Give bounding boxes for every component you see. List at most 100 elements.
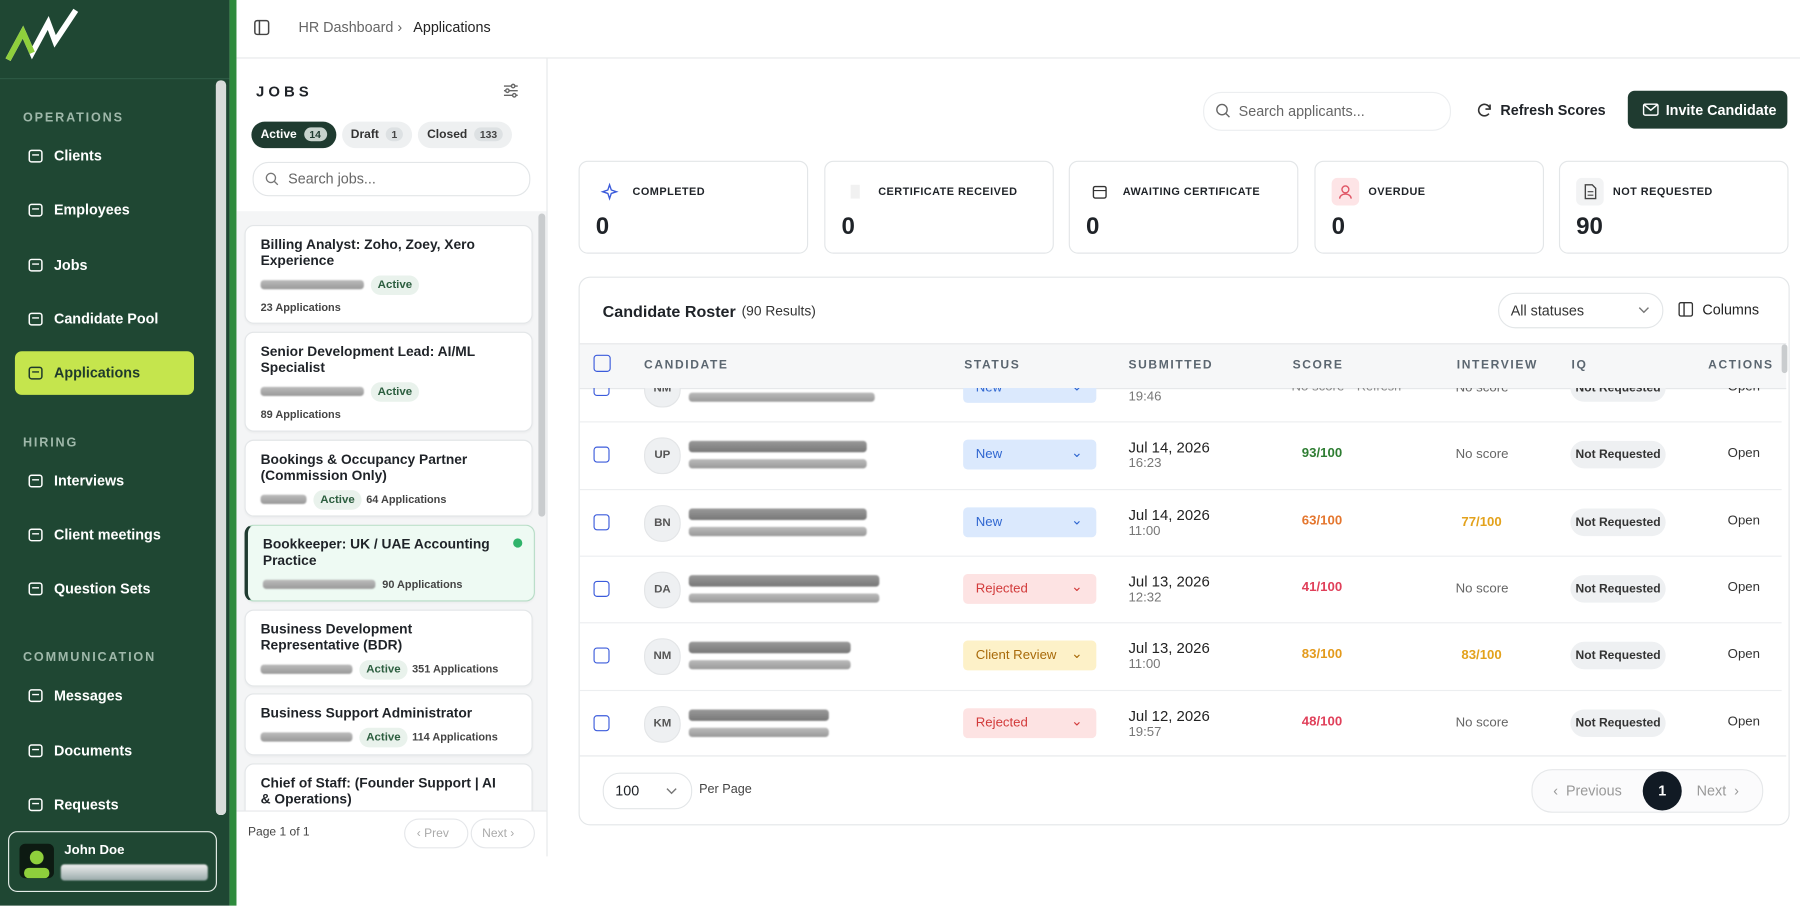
prev-button[interactable]: ‹ Prev: [404, 818, 469, 849]
invite-button[interactable]: Invite Candidate: [1627, 90, 1788, 129]
job-card[interactable]: Chief of Staff: (Founder Support | AI & …: [244, 763, 533, 811]
stat-icon: [596, 178, 624, 206]
open-action[interactable]: Open: [1728, 388, 1760, 394]
chevron: ⌄: [1071, 511, 1083, 528]
job-card[interactable]: Business Development Representative (BDR…: [244, 609, 533, 687]
stat-label: OVERDUE: [1368, 185, 1426, 199]
status-filter[interactable]: All statuses: [1498, 292, 1664, 329]
open-action[interactable]: Open: [1727, 647, 1760, 662]
status: Rejected: [975, 715, 1028, 730]
stat-card: AWAITING CERTIFICATE 0: [1068, 160, 1299, 254]
status-select[interactable]: New ⌄: [963, 506, 1097, 537]
status: New: [975, 448, 1003, 462]
job-list: Billing Analyst: Zoho, Zoey, Xero Experi…: [236, 211, 538, 811]
job-card[interactable]: Bookings & Occupancy Partner (Commission…: [244, 439, 533, 517]
user-card[interactable]: John Doe: [8, 831, 217, 892]
score: 83/100: [1301, 647, 1343, 662]
redacted-email: [688, 459, 867, 469]
status-select[interactable]: New ⌄: [963, 388, 1097, 403]
job-title: Bookkeeper: UK / UAE Accounting Practice: [262, 536, 490, 569]
row-checkbox[interactable]: [593, 388, 610, 397]
label: Invite Candidate: [1665, 102, 1777, 119]
job-card[interactable]: Billing Analyst: Zoho, Zoey, Xero Experi…: [244, 225, 533, 324]
nav-item[interactable]: Interviews: [15, 459, 194, 503]
label: Columns: [1702, 301, 1760, 318]
table-header: [579, 343, 1787, 390]
tab-count: 1: [385, 127, 404, 142]
label: Prev: [424, 826, 449, 841]
nav-item[interactable]: Documents: [15, 729, 194, 773]
applicant-search[interactable]: Search applicants...: [1203, 91, 1452, 131]
crumb[interactable]: HR Dashboard: [298, 19, 394, 36]
select-all[interactable]: [593, 354, 611, 372]
columns-button[interactable]: Columns: [1678, 293, 1770, 326]
nav-item[interactable]: Employees: [15, 189, 194, 233]
status-select[interactable]: Client Review ⌄: [963, 640, 1097, 671]
submitted-time: 16:23: [1128, 457, 1162, 472]
status-select[interactable]: Rejected ⌄: [963, 707, 1097, 738]
icon: [28, 366, 43, 380]
interview: No score: [1455, 715, 1509, 730]
job-card[interactable]: Senior Development Lead: AI/ML Specialis…: [244, 331, 533, 432]
status-select[interactable]: Rejected ⌄: [963, 573, 1097, 604]
row-checkbox[interactable]: [593, 580, 610, 597]
sidebar-toggle[interactable]: [254, 19, 270, 36]
nav-label: Client meetings: [53, 526, 161, 543]
status: New: [975, 388, 1003, 395]
logo: [5, 8, 79, 62]
tab[interactable]: Closed 133: [417, 121, 513, 149]
section-label: HIRING: [22, 435, 79, 450]
open-action[interactable]: Open: [1727, 580, 1760, 595]
job-search[interactable]: Search jobs...: [252, 161, 531, 197]
nav-item[interactable]: Candidate Pool: [15, 297, 194, 341]
tab[interactable]: Active 14: [251, 121, 336, 149]
interview: No score: [1455, 581, 1509, 596]
next-button[interactable]: Next ›: [1696, 782, 1739, 799]
job-title: Business Development Representative (BDR…: [260, 621, 413, 654]
nav-item[interactable]: Jobs: [15, 243, 194, 287]
nav-label: Requests: [53, 796, 119, 813]
scrollbar: [215, 80, 227, 816]
nav-item[interactable]: Client meetings: [15, 513, 194, 557]
nav-item[interactable]: Clients: [15, 134, 194, 178]
nav-item[interactable]: Requests: [15, 783, 194, 827]
page-button[interactable]: 1: [1642, 771, 1682, 811]
nav-item[interactable]: Applications: [14, 351, 195, 396]
row-checkbox[interactable]: [593, 513, 610, 530]
stat-card: NOT REQUESTED 90: [1558, 160, 1789, 254]
job-status: Active: [359, 660, 408, 680]
row-checkbox[interactable]: [593, 647, 610, 664]
open-action[interactable]: Open: [1727, 714, 1760, 729]
chevron: ⌄: [1071, 712, 1083, 729]
nav-item[interactable]: Messages: [15, 674, 194, 718]
next-button[interactable]: Next ›: [470, 818, 535, 849]
refresh-button[interactable]: Refresh Scores: [1464, 92, 1613, 129]
avatar: BN: [644, 504, 681, 542]
job-card[interactable]: Business Support Administrator Active 114 …: [244, 693, 533, 756]
nav-item[interactable]: Question Sets: [15, 567, 194, 611]
job-applications: 114 Applications: [412, 731, 498, 744]
row-checkbox[interactable]: [593, 714, 610, 731]
breadcrumb-current: Applications: [413, 19, 491, 36]
open-action[interactable]: Open: [1727, 446, 1760, 461]
tab[interactable]: Draft 1: [341, 121, 413, 149]
filter-icon[interactable]: [503, 83, 519, 99]
nav-label: Clients: [53, 148, 102, 165]
icon: [28, 582, 43, 596]
icon: [1584, 184, 1597, 200]
per-page-select[interactable]: 100: [602, 772, 693, 810]
stat-value: 0: [595, 213, 610, 240]
breadcrumb-link[interactable]: HR Dashboard ›: [298, 19, 403, 36]
open-action[interactable]: Open: [1727, 513, 1760, 528]
refresh-score[interactable]: Refresh: [1357, 388, 1401, 394]
column-header: SCORE: [1292, 358, 1344, 372]
nav-label: Employees: [53, 202, 130, 219]
job-status: Active: [370, 382, 420, 402]
job-card[interactable]: Bookkeeper: UK / UAE Accounting Practice…: [244, 524, 535, 602]
row-checkbox[interactable]: [593, 446, 610, 463]
roster-title: Candidate Roster: [602, 301, 736, 321]
status-select[interactable]: New ⌄: [963, 440, 1097, 470]
divider: [236, 810, 547, 812]
prev-button[interactable]: ‹ Previous: [1553, 782, 1622, 799]
